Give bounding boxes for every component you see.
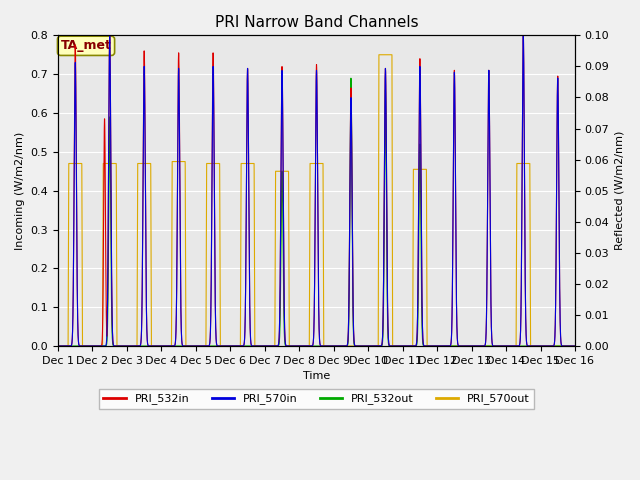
Text: TA_met: TA_met — [61, 39, 111, 52]
Legend: PRI_532in, PRI_570in, PRI_532out, PRI_570out: PRI_532in, PRI_570in, PRI_532out, PRI_57… — [99, 389, 534, 409]
Y-axis label: Reflected (W/m2/nm): Reflected (W/m2/nm) — [615, 131, 625, 251]
X-axis label: Time: Time — [303, 372, 330, 381]
Title: PRI Narrow Band Channels: PRI Narrow Band Channels — [214, 15, 419, 30]
Y-axis label: Incoming (W/m2/nm): Incoming (W/m2/nm) — [15, 132, 25, 250]
